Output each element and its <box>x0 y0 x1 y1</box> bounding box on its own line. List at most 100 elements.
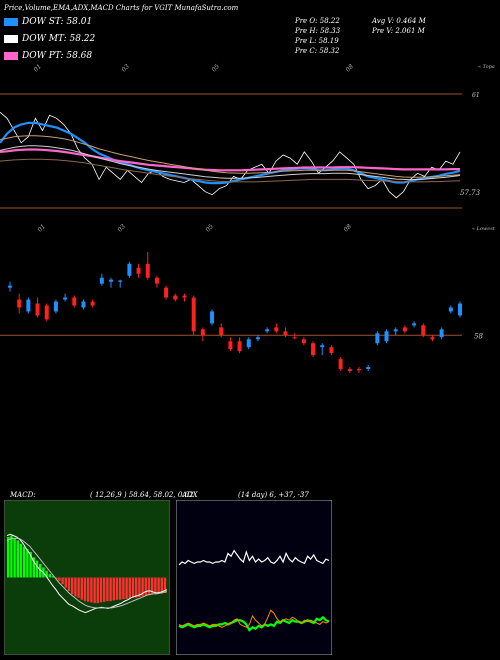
candle-body <box>439 329 444 338</box>
legend-swatch-st <box>4 18 18 26</box>
candle-body <box>136 267 141 274</box>
macd-histogram <box>7 535 167 604</box>
macd-bar <box>64 577 67 588</box>
macd-bar <box>83 577 87 602</box>
macd-bar <box>51 576 55 578</box>
macd-title: MACD: <box>10 491 36 499</box>
candle-body <box>430 337 435 340</box>
legend-label-mt: DOW MT: 58.22 <box>22 34 96 44</box>
candle-body <box>255 337 260 340</box>
candle-body <box>99 277 104 284</box>
candle-body <box>329 347 334 354</box>
pre-volume: Pre V: 2.061 M <box>372 27 425 35</box>
ema-month-2: 03 <box>120 63 130 73</box>
candle-body <box>44 305 49 320</box>
macd-bar <box>10 535 13 578</box>
adx-series-2 <box>178 609 330 628</box>
pre-close: Pre C: 58.32 <box>295 47 340 55</box>
macd-bar <box>77 577 80 598</box>
pre-high: Pre H: 58.33 <box>295 27 341 35</box>
legend-dow-mt: DOW MT: 58.22 <box>4 34 95 44</box>
macd-bar <box>135 577 138 598</box>
macd-bar <box>61 577 64 585</box>
candle-body <box>191 297 196 332</box>
ema-corner-label: « Topa <box>478 64 495 70</box>
price-chart: 01 03 05 08 « Lowest 58 <box>0 223 496 374</box>
candle-body <box>412 323 417 326</box>
candle-body <box>35 303 40 316</box>
macd-bar <box>93 577 96 604</box>
candle-body <box>8 285 12 288</box>
ema-series-4 <box>0 158 461 183</box>
adx-series-0 <box>178 549 330 566</box>
candle-body <box>311 343 316 356</box>
candle-body <box>228 341 233 350</box>
candles <box>8 251 462 374</box>
macd-bar <box>151 577 154 595</box>
macd-params: ( 12,26,9 ) 58.64, 58.02, 0.62 <box>90 491 194 499</box>
ema-series-2 <box>0 148 460 172</box>
macd-bar <box>74 577 77 597</box>
legend-dow-st: DOW ST: 58.01 <box>4 17 92 27</box>
candle-body <box>265 329 270 332</box>
ema-series-5 <box>0 145 461 181</box>
macd-bar <box>80 577 83 600</box>
macd-bar <box>122 577 125 600</box>
candle-body <box>173 295 178 300</box>
candle-body <box>81 301 86 308</box>
macd-bar <box>147 577 151 596</box>
macd-bar <box>55 577 58 579</box>
macd-bar <box>157 577 160 594</box>
macd-bar <box>144 577 147 596</box>
avg-volume: Avg V: 0.464 M <box>372 17 426 25</box>
candle-body <box>274 327 279 332</box>
adx-series-1 <box>178 615 330 632</box>
macd-bar <box>112 577 115 601</box>
macd-bar <box>45 570 48 578</box>
macd-chart <box>4 500 170 655</box>
price-reference-label: 58 <box>474 332 483 340</box>
price-corner-label: « Lowest <box>472 226 496 232</box>
candle-body <box>219 327 224 336</box>
ema-series-0 <box>0 111 461 199</box>
macd-bar <box>87 577 90 602</box>
macd-bar <box>39 564 42 578</box>
adx-lines <box>178 549 330 632</box>
ema-lines <box>0 111 461 199</box>
macd-bar <box>7 537 10 578</box>
candle-body <box>366 367 371 370</box>
candle-body <box>402 327 407 332</box>
macd-bar <box>138 577 141 598</box>
legend-dow-pt: DOW PT: 58.68 <box>4 51 92 61</box>
ema-series-3 <box>0 135 461 178</box>
adx-background <box>176 500 332 655</box>
pre-open: Pre O: 58.22 <box>295 17 340 25</box>
ema-lower-level-label: 57.73 <box>460 189 481 197</box>
macd-bar <box>96 577 99 604</box>
macd-bar <box>29 551 32 578</box>
adx-chart <box>176 500 332 655</box>
candle-body <box>384 331 389 342</box>
candle-body <box>164 287 169 298</box>
candle-body <box>53 301 58 312</box>
macd-bar <box>90 577 93 603</box>
candle-body <box>210 311 215 324</box>
adx-title: ADX <box>182 491 198 499</box>
macd-bar <box>99 577 103 603</box>
macd-bar <box>154 577 157 595</box>
macd-bar <box>103 577 106 602</box>
candle-body <box>393 329 398 332</box>
candle-body <box>356 369 361 371</box>
candle-body <box>72 297 77 306</box>
macd-bar <box>58 577 61 581</box>
candle-body <box>63 297 68 300</box>
candle-body <box>90 301 95 306</box>
candle-body <box>145 263 150 278</box>
candle-body <box>292 337 297 339</box>
price-month-1: 01 <box>36 223 46 233</box>
macd-series-0 <box>6 533 168 614</box>
ema-month-4: 08 <box>344 63 354 73</box>
macd-bar <box>32 557 35 578</box>
macd-bar <box>26 549 29 578</box>
legend-swatch-mt <box>4 35 18 43</box>
